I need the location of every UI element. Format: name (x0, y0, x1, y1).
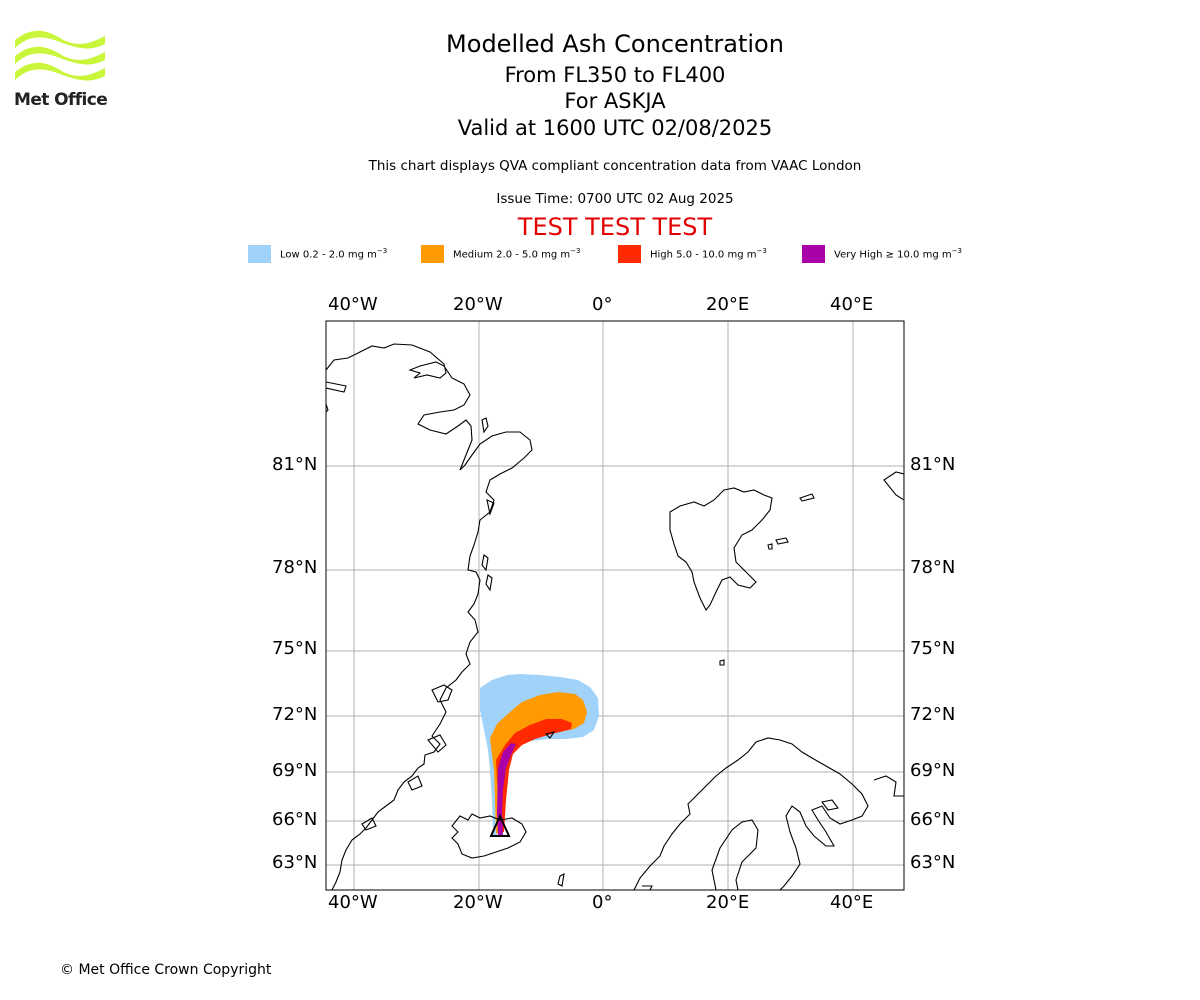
lon-label-bottom-20e: 20°E (706, 892, 750, 913)
legend: Low 0.2 - 2.0 mg m−3 Medium 2.0 - 5.0 mg… (248, 244, 1008, 264)
lon-label-top-20w: 20°W (453, 294, 503, 315)
lat-label-left-75n: 75°N (272, 638, 318, 659)
lon-label-top-20e: 20°E (706, 294, 750, 315)
lat-label-right-75n: 75°N (910, 638, 956, 659)
legend-label-high: High 5.0 - 10.0 mg m−3 (650, 247, 767, 261)
met-office-logo: Met Office (14, 30, 110, 114)
logo-wordmark: Met Office (14, 90, 108, 110)
coastlines (326, 343, 904, 890)
lat-label-left-72n: 72°N (272, 704, 318, 725)
lat-label-right-66n: 66°N (910, 809, 956, 830)
lat-label-left-66n: 66°N (272, 809, 318, 830)
volcano-marker (489, 813, 511, 837)
lon-label-top-40w: 40°W (328, 294, 378, 315)
legend-swatch-high (618, 245, 641, 263)
lat-label-left-69n: 69°N (272, 760, 318, 781)
lat-label-right-72n: 72°N (910, 704, 956, 725)
legend-label-medium: Medium 2.0 - 5.0 mg m−3 (453, 247, 581, 261)
legend-swatch-very-high (802, 245, 825, 263)
map-gridlines (326, 321, 904, 890)
legend-item-medium: Medium 2.0 - 5.0 mg m−3 (421, 244, 580, 264)
legend-label-low: Low 0.2 - 2.0 mg m−3 (280, 247, 388, 261)
scandinavia-coastline (633, 737, 869, 890)
greenland-coastline (326, 343, 533, 890)
lat-label-right-78n: 78°N (910, 557, 956, 578)
lat-label-left-78n: 78°N (272, 557, 318, 578)
copyright-notice: © Met Office Crown Copyright (60, 962, 272, 978)
valid-time: Valid at 1600 UTC 02/08/2025 (457, 116, 773, 140)
issue-time: Issue Time: 0700 UTC 02 Aug 2025 (496, 191, 734, 207)
legend-item-low: Low 0.2 - 2.0 mg m−3 (248, 244, 387, 264)
legend-swatch-low (248, 245, 271, 263)
map-frame (325, 320, 905, 891)
ash-area-high (496, 719, 572, 832)
legend-item-very-high: Very High ≥ 10.0 mg m−3 (802, 244, 962, 264)
lat-label-left-81n: 81°N (272, 454, 318, 475)
lon-label-top-0: 0° (592, 294, 613, 315)
chart-title: Modelled Ash Concentration (446, 30, 784, 58)
lon-label-bottom-40e: 40°E (830, 892, 874, 913)
legend-swatch-medium (421, 245, 444, 263)
iceland-coastline (451, 813, 527, 859)
test-banner: TEST TEST TEST (517, 213, 713, 241)
flight-levels: From FL350 to FL400 (504, 63, 726, 87)
chart-description: This chart displays QVA compliant concen… (368, 158, 862, 174)
lat-label-right-81n: 81°N (910, 454, 956, 475)
legend-label-very-high: Very High ≥ 10.0 mg m−3 (834, 247, 962, 261)
lon-label-top-40e: 40°E (830, 294, 874, 315)
lon-label-bottom-40w: 40°W (328, 892, 378, 913)
legend-item-high: High 5.0 - 10.0 mg m−3 (618, 244, 767, 264)
volcano-name: For ASKJA (564, 89, 666, 113)
lat-label-right-63n: 63°N (910, 852, 956, 873)
lat-label-right-69n: 69°N (910, 760, 956, 781)
lon-label-bottom-0: 0° (592, 892, 613, 913)
logo-waves-icon (15, 30, 105, 81)
lat-label-left-63n: 63°N (272, 852, 318, 873)
lon-label-bottom-20w: 20°W (453, 892, 503, 913)
svalbard-coastline (669, 487, 773, 612)
ash-area-very-high (497, 743, 516, 836)
